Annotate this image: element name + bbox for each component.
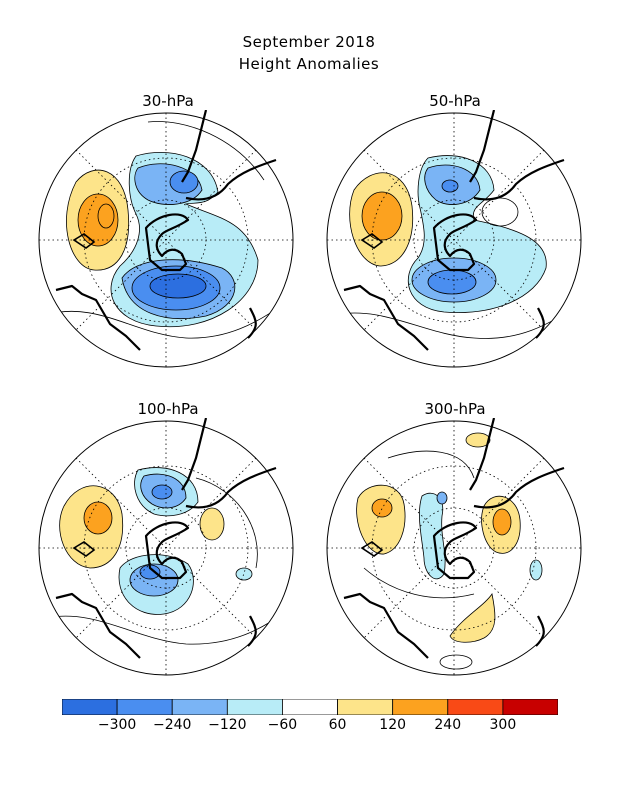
colorbar-tick-label: −120 bbox=[208, 717, 247, 733]
colorbar-swatch bbox=[502, 698, 559, 716]
chart-title: September 2018 bbox=[242, 33, 376, 51]
colorbar-swatch bbox=[282, 698, 338, 716]
colorbar-tick-label: −240 bbox=[152, 717, 192, 733]
colorbar-tick-label: 60 bbox=[328, 717, 347, 733]
colorbar-tick-label: 120 bbox=[379, 717, 407, 733]
map-panel-100hpa bbox=[36, 418, 296, 678]
colorbar-swatch bbox=[447, 698, 504, 716]
colorbar-swatch bbox=[392, 698, 449, 716]
colorbar-swatch bbox=[337, 698, 394, 716]
map-panel-30hpa bbox=[36, 110, 296, 370]
map-panel-300hpa bbox=[324, 418, 584, 678]
colorbar-tick-label: 300 bbox=[489, 717, 517, 733]
colorbar-swatch bbox=[61, 698, 118, 716]
panel-label-300hpa: 300-hPa bbox=[424, 400, 486, 418]
colorbar bbox=[61, 698, 559, 719]
coastline bbox=[55, 110, 277, 351]
colorbar-swatch bbox=[116, 698, 173, 716]
panel-label-50hpa: 50-hPa bbox=[429, 92, 481, 110]
map-panel-50hpa bbox=[324, 110, 584, 370]
colorbar-swatch bbox=[171, 698, 228, 716]
colorbar-tick-label: −300 bbox=[97, 717, 137, 733]
colorbar-tick-label: −60 bbox=[267, 717, 298, 733]
chart-subtitle: Height Anomalies bbox=[238, 55, 380, 73]
colorbar-swatch bbox=[226, 698, 283, 716]
colorbar-tick-label: 240 bbox=[434, 717, 462, 733]
greenland-outline bbox=[72, 233, 96, 249]
panel-label-100hpa: 100-hPa bbox=[137, 400, 199, 418]
panel-label-30hpa: 30-hPa bbox=[142, 92, 194, 110]
